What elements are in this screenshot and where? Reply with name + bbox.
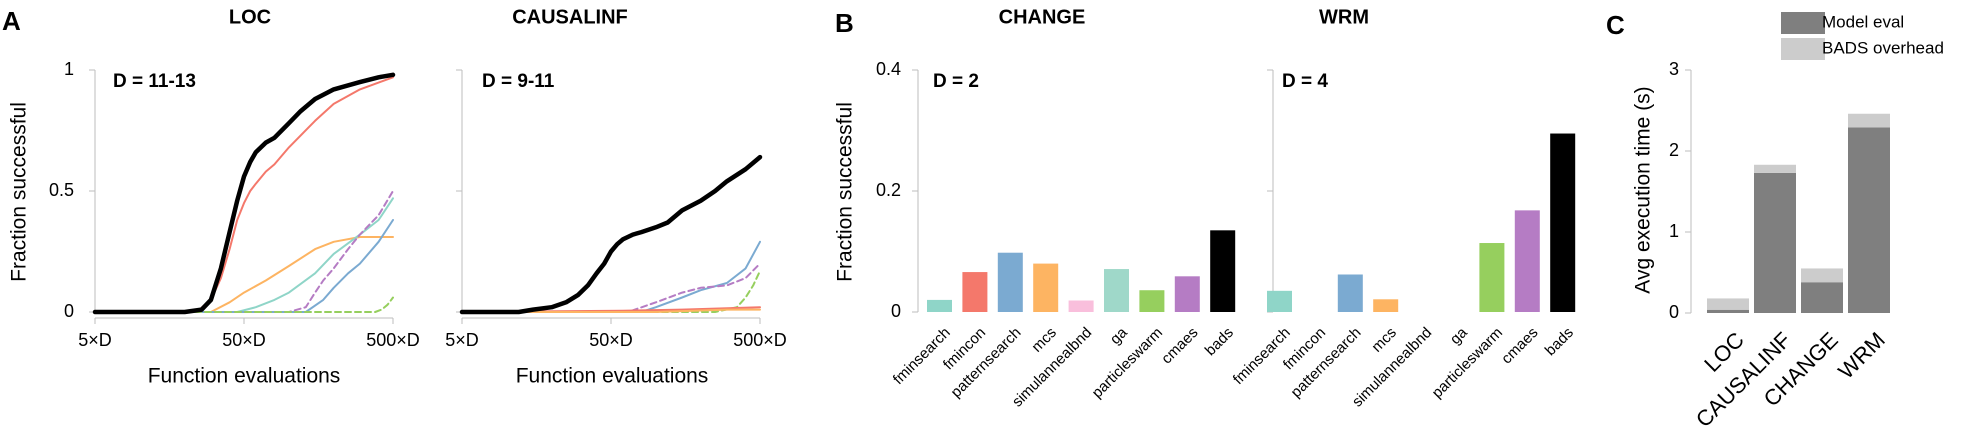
x-tick-label: 5×D <box>78 330 112 350</box>
bar-wrm-model-eval <box>1848 127 1890 313</box>
y-axis-label: Fraction successful <box>8 102 31 282</box>
y-tick-label: 0 <box>891 301 901 321</box>
bar-bads <box>1550 133 1576 312</box>
bar-ga <box>1104 269 1129 312</box>
series-line-patternsearch <box>94 219 394 313</box>
bar-fminsearch <box>1267 290 1292 312</box>
x-tick-label: 50×D <box>222 330 266 350</box>
category-label-cmaes: cmaes <box>1498 324 1541 367</box>
y-tick-label: 0.4 <box>876 59 901 79</box>
x-axis-label: Function evaluations <box>516 365 709 388</box>
y-tick-label: 1 <box>1669 221 1679 241</box>
series-line-particleswarm <box>94 296 394 313</box>
bar-bads <box>1210 230 1236 312</box>
chart-title: CAUSALINF <box>512 6 628 28</box>
x-axis-label: Function evaluations <box>148 365 341 388</box>
series-line-fmincon <box>94 76 394 313</box>
panel-letter-a: A <box>2 6 21 36</box>
bar-particleswarm <box>1479 243 1505 312</box>
chart-causalinf: CAUSALINF D = 9-11 5×D 50×D 500×D Function ev… <box>445 6 787 387</box>
panel-letter-c: C <box>1606 10 1625 40</box>
legend-swatch-model-eval <box>1781 12 1825 34</box>
y-tick-label: 2 <box>1669 140 1679 160</box>
y-tick-label: 0 <box>64 301 74 321</box>
bar-loc-bads-overhead <box>1707 298 1749 310</box>
dimension-label: D = 2 <box>933 71 979 92</box>
chart-title: WRM <box>1319 6 1369 28</box>
legend-label-model-eval: Model eval <box>1822 12 1904 31</box>
y-axis-label: Fraction successful <box>834 102 857 282</box>
category-label-ga: ga <box>1107 324 1131 348</box>
series-line-mcs <box>461 308 761 313</box>
bar-mcs <box>1373 299 1399 312</box>
legend-swatch-bads-overhead <box>1781 38 1825 60</box>
dimension-label: D = 9-11 <box>482 71 555 92</box>
category-label-bads: bads <box>1542 324 1577 359</box>
bar-simulannealbnd <box>1068 300 1094 312</box>
y-tick-label: 0.2 <box>876 180 901 200</box>
chart-title: LOC <box>229 6 271 28</box>
bar-change-model-eval <box>1801 282 1843 313</box>
dimension-label: D = 11-13 <box>113 71 196 92</box>
category-label-cmaes: cmaes <box>1158 324 1201 367</box>
x-tick-label: 500×D <box>733 330 787 350</box>
category-label-bads: bads <box>1202 324 1237 359</box>
series-line-bads <box>459 154 763 315</box>
bar-causalinf-model-eval <box>1754 172 1796 313</box>
series-line-fminsearch <box>94 197 394 313</box>
bar-particleswarm <box>1139 290 1165 312</box>
bar-mcs <box>1033 263 1059 312</box>
chart-loc: LOC D = 11-13 0 0.5 1 Fraction successful 5×D 5… <box>8 6 420 387</box>
bar-change-bads-overhead <box>1801 268 1843 283</box>
legend-label-bads-overhead: BADS overhead <box>1822 38 1944 57</box>
series-line-cmaes <box>94 190 394 313</box>
bar-loc-model-eval <box>1707 309 1749 313</box>
bar-cmaes <box>1174 276 1200 312</box>
bar-cmaes <box>1514 210 1540 312</box>
y-axis-label: Avg execution time (s) <box>1632 86 1655 293</box>
x-tick-label: 5×D <box>445 330 479 350</box>
series-line-particleswarm <box>461 269 761 313</box>
bar-wrm-bads-overhead <box>1848 113 1890 128</box>
bar-patternsearch <box>997 252 1023 312</box>
dimension-label: D = 4 <box>1282 71 1328 92</box>
bar-fminsearch <box>927 299 952 312</box>
bar-patternsearch <box>1337 274 1363 312</box>
x-tick-label: 500×D <box>366 330 420 350</box>
bar-causalinf-bads-overhead <box>1754 164 1796 173</box>
series-line-cmaes <box>461 262 761 313</box>
series-line-bads <box>92 72 396 315</box>
panel-letter-b: B <box>835 8 854 38</box>
bar-fmincon <box>962 272 988 312</box>
x-tick-label: 50×D <box>589 330 633 350</box>
category-label-ga: ga <box>1447 324 1471 348</box>
y-tick-label: 0 <box>1669 302 1679 322</box>
chart-title: CHANGE <box>999 6 1086 28</box>
y-tick-label: 3 <box>1669 59 1679 79</box>
category-label-wrm: WRM <box>1833 327 1890 384</box>
y-tick-label: 0.5 <box>49 180 74 200</box>
series-line-mcs <box>94 236 394 313</box>
y-tick-label: 1 <box>64 59 74 79</box>
